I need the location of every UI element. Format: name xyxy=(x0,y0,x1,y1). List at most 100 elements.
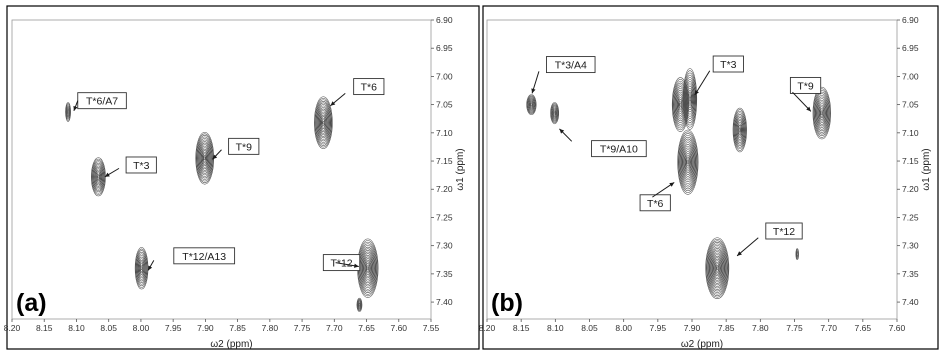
contour-ring xyxy=(365,261,371,276)
callout-box xyxy=(591,140,647,158)
contour-ring xyxy=(679,136,697,188)
contour-ring xyxy=(65,102,71,122)
x-tick-label: 8.15 xyxy=(513,323,530,333)
contour-ring xyxy=(553,109,557,117)
x-tick-label: 7.80 xyxy=(752,323,769,333)
contour-ring xyxy=(316,104,330,142)
contour-ring xyxy=(96,171,101,183)
callout-arrow-head xyxy=(559,128,565,134)
contour-ring xyxy=(93,162,104,191)
contour-ring xyxy=(357,301,362,309)
contour-peak xyxy=(682,68,698,130)
callout-arrow-head xyxy=(73,105,78,111)
y-tick-label: 6.95 xyxy=(902,43,919,53)
x-tick-label: 8.00 xyxy=(615,323,632,333)
contour-ring xyxy=(140,266,143,271)
contour-ring xyxy=(552,107,557,119)
contour-ring xyxy=(736,118,744,142)
contour-peak xyxy=(795,248,799,261)
contour-ring xyxy=(358,302,361,308)
contour-ring xyxy=(738,125,742,135)
contour-ring xyxy=(95,168,102,186)
contour-ring xyxy=(319,113,327,133)
contour-ring xyxy=(553,111,556,115)
contour-ring xyxy=(683,70,697,128)
contour-ring xyxy=(705,237,730,299)
contour-ring xyxy=(317,107,329,139)
contour-ring xyxy=(356,297,363,312)
contour-ring xyxy=(679,102,682,107)
contour-ring xyxy=(711,252,724,284)
x-tick-label: 7.85 xyxy=(718,323,735,333)
contour-ring xyxy=(320,114,327,131)
y-axis-title: ω1 (ppm) xyxy=(455,148,466,190)
contour-ring xyxy=(672,79,689,131)
contour-ring xyxy=(816,98,828,128)
contour-ring xyxy=(714,261,720,275)
callout-arrow-head xyxy=(737,251,742,256)
contour-ring xyxy=(318,108,329,137)
y-tick-label: 7.10 xyxy=(902,128,919,138)
contour-ring xyxy=(685,81,695,117)
contour-ring xyxy=(550,102,560,125)
callout-arrow-head xyxy=(104,172,110,177)
contour-ring xyxy=(688,94,692,104)
callout-label: T*9 xyxy=(236,141,253,153)
contour-ring xyxy=(318,110,328,136)
contour-ring xyxy=(314,97,333,148)
x-tick-label: 7.95 xyxy=(650,323,667,333)
contour-ring xyxy=(708,246,726,290)
callout-label: T*9 xyxy=(797,80,814,92)
y-tick-label: 7.00 xyxy=(902,71,919,81)
contour-ring xyxy=(97,175,100,179)
contour-ring xyxy=(736,120,744,140)
contour-ring xyxy=(707,242,728,295)
x-tick-label: 8.10 xyxy=(547,323,564,333)
contour-ring xyxy=(134,247,149,290)
contour-peak xyxy=(550,102,560,125)
contour-ring xyxy=(715,264,719,272)
contour-peak xyxy=(677,129,699,195)
contour-ring xyxy=(683,72,697,126)
contour-ring xyxy=(366,264,370,272)
contour-ring xyxy=(197,138,212,179)
contour-ring xyxy=(364,258,372,279)
contour-ring xyxy=(315,101,332,145)
contour-ring xyxy=(97,173,100,180)
contour-ring xyxy=(813,88,831,138)
contour-ring xyxy=(818,103,826,124)
contour-ring xyxy=(357,300,362,310)
callout-box xyxy=(125,156,157,174)
contour-ring xyxy=(682,145,694,179)
x-tick-label: 8.20 xyxy=(4,323,21,333)
contour-ring xyxy=(66,106,70,118)
x-tick-label: 8.05 xyxy=(100,323,117,333)
contour-ring xyxy=(812,86,831,140)
contour-ring xyxy=(687,160,689,165)
y-tick-label: 7.40 xyxy=(902,297,919,307)
contour-ring xyxy=(360,246,376,290)
contour-ring xyxy=(530,103,533,106)
callout-box xyxy=(173,247,236,265)
contour-ring xyxy=(203,156,206,161)
contour-ring xyxy=(357,299,362,311)
y-tick-label: 7.05 xyxy=(436,100,453,110)
x-tick-label: 7.75 xyxy=(786,323,803,333)
contour-ring xyxy=(710,249,725,287)
y-tick-label: 7.10 xyxy=(436,128,453,138)
contour-ring xyxy=(135,250,148,287)
contour-ring xyxy=(201,150,208,167)
y-tick-label: 7.20 xyxy=(902,184,919,194)
contour-ring xyxy=(685,156,690,168)
x-tick-label: 8.10 xyxy=(68,323,85,333)
contour-ring xyxy=(679,100,682,109)
contour-ring xyxy=(200,147,209,170)
contour-peak xyxy=(732,107,747,153)
callout-label: T*6/A7 xyxy=(86,96,118,108)
y-tick-label: 7.25 xyxy=(902,212,919,222)
contour-ring xyxy=(706,240,729,296)
contour-ring xyxy=(92,160,105,194)
contour-ring xyxy=(733,110,746,150)
contour-ring xyxy=(686,85,694,113)
contour-ring xyxy=(201,148,209,168)
